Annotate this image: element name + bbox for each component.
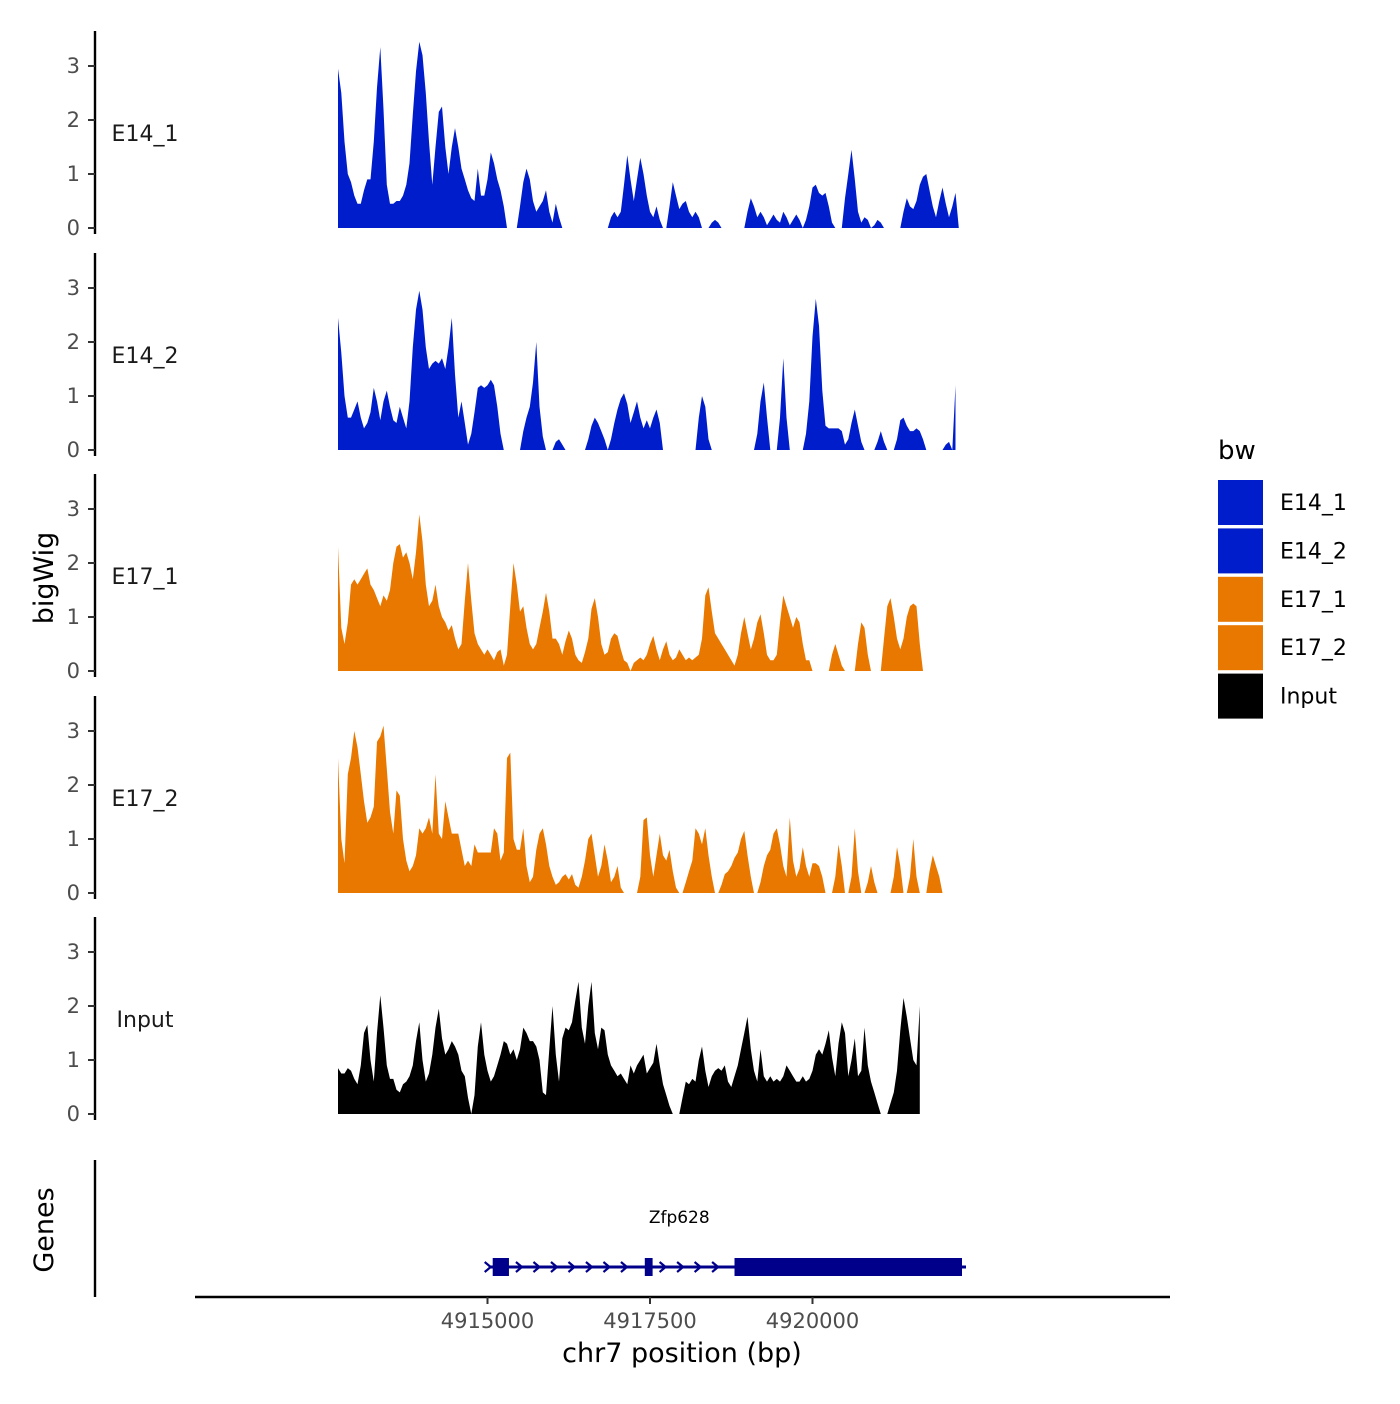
signal-area-e14-2: [338, 290, 956, 450]
strand-arrow: [693, 1261, 703, 1273]
legend-swatch-e17-1: [1218, 576, 1263, 622]
y-tick-label: 2: [67, 108, 80, 132]
strand-arrow: [483, 1261, 493, 1273]
y-tick-label: 1: [67, 384, 80, 408]
legend-label-e17-1: E17_1: [1280, 588, 1347, 613]
x-tick-label: 4920000: [766, 1309, 860, 1333]
legend-label-input: Input: [1280, 685, 1337, 710]
gene-label: Zfp628: [649, 1208, 710, 1228]
strand-arrow: [585, 1261, 594, 1273]
strand-arrow: [567, 1261, 577, 1273]
y-tick-label: 2: [67, 773, 80, 797]
legend-swatch-e14-1: [1218, 480, 1263, 525]
y-tick-label: 2: [67, 330, 80, 354]
y-tick-label: 0: [67, 659, 80, 683]
track-e17-2: 0 1 2 3 E17_2: [67, 696, 943, 905]
strand-arrow: [620, 1261, 629, 1273]
track-e17-1: 0 1 2 3 E17_1: [67, 474, 923, 683]
y-tick-label: 1: [67, 162, 80, 186]
tracks-layer: 0 1 2 3 E14_1 0 1 2 3 E14_2 0 1 2 3 E17_1 0 1 2 3 E17_2 0 1 2 3…: [67, 31, 959, 1126]
track-label: E17_1: [112, 565, 179, 590]
y-tick-label: 0: [67, 216, 80, 240]
gene-exon: [734, 1258, 962, 1276]
y-tick-label: 0: [67, 881, 80, 905]
strand-arrow: [711, 1261, 720, 1273]
signal-area-e14-1: [338, 41, 959, 229]
legend-label-e17-2: E17_2: [1280, 636, 1347, 661]
y-tick-label: 3: [67, 940, 80, 964]
signal-area-e17-1: [338, 514, 923, 671]
track-label: E17_2: [112, 787, 179, 812]
x-axis: 4915000 4917500 4920000: [195, 1295, 1170, 1333]
track-label: E14_1: [112, 122, 179, 147]
y-tick-label: 1: [67, 605, 80, 629]
strand-arrow: [676, 1261, 685, 1273]
track-e14-2: 0 1 2 3 E14_2: [67, 253, 956, 462]
y-tick-label: 3: [67, 719, 80, 743]
y-axis-title: bigWig: [29, 532, 60, 625]
track-label: Input: [117, 1008, 174, 1033]
signal-area-e17-2: [338, 725, 943, 893]
x-axis-title: chr7 position (bp): [562, 1338, 802, 1369]
y-tick-label: 3: [67, 497, 80, 521]
track-label: E14_2: [112, 344, 179, 369]
genes-axis-title: Genes: [29, 1187, 60, 1272]
strand-arrow: [515, 1261, 524, 1273]
legend-swatch-input: [1218, 673, 1263, 719]
y-tick-label: 1: [67, 1048, 80, 1072]
signal-area-input: [338, 981, 920, 1114]
gene-exon: [644, 1258, 653, 1276]
legend-label-e14-1: E14_1: [1280, 491, 1347, 516]
legend: bw E14_1 E14_2 E17_1 E17_2 Input: [1218, 436, 1347, 719]
x-tick-label: 4917500: [603, 1309, 697, 1333]
y-tick-label: 0: [67, 438, 80, 462]
y-tick-label: 3: [67, 276, 80, 300]
track-e14-1: 0 1 2 3 E14_1: [67, 31, 959, 240]
strand-arrow: [532, 1261, 542, 1273]
gene-zfp628: Zfp628: [483, 1208, 966, 1276]
legend-title: bw: [1218, 436, 1256, 466]
y-tick-label: 0: [67, 1102, 80, 1126]
y-tick-label: 2: [67, 994, 80, 1018]
track-input: 0 1 2 3 Input: [67, 917, 920, 1126]
legend-swatch-e17-2: [1218, 625, 1263, 671]
genes-layer: Zfp628: [93, 1160, 966, 1297]
legend-swatch-e14-2: [1218, 528, 1263, 574]
strand-arrow: [550, 1261, 559, 1273]
x-tick-label: 4915000: [441, 1309, 535, 1333]
y-tick-label: 2: [67, 551, 80, 575]
y-tick-label: 1: [67, 827, 80, 851]
gene-exon: [492, 1258, 509, 1276]
strand-arrow: [602, 1261, 612, 1273]
strand-arrow: [658, 1261, 668, 1273]
legend-label-e14-2: E14_2: [1280, 539, 1347, 564]
y-tick-label: 3: [67, 54, 80, 78]
